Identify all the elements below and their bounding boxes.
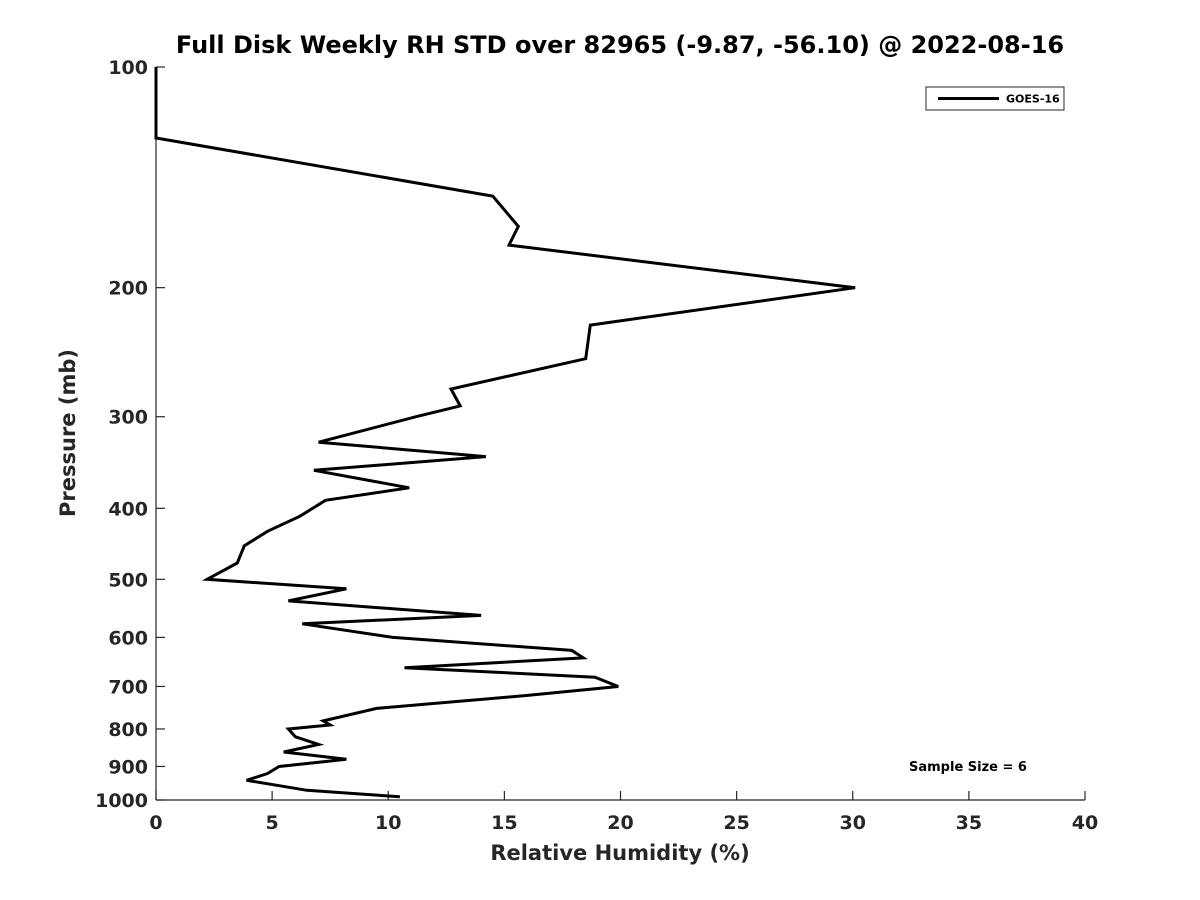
y-tick-label: 400	[108, 498, 148, 520]
x-tick-label: 15	[491, 812, 517, 834]
y-tick-label: 900	[108, 756, 148, 778]
x-axis-label: Relative Humidity (%)	[490, 841, 749, 865]
x-tick-label: 10	[375, 812, 401, 834]
y-axis-label: Pressure (mb)	[56, 349, 80, 517]
y-tick-label: 500	[108, 569, 148, 591]
y-tick-label: 300	[108, 407, 148, 429]
legend-label: GOES-16	[1006, 93, 1060, 106]
x-tick-label: 25	[723, 812, 749, 834]
x-tick-label: 20	[607, 812, 633, 834]
legend: GOES-16	[925, 86, 1065, 111]
sample-size-annotation: Sample Size = 6	[909, 760, 1027, 775]
x-tick-label: 40	[1072, 812, 1098, 834]
x-tick-label: 35	[956, 812, 982, 834]
chart-title: Full Disk Weekly RH STD over 82965 (-9.8…	[176, 31, 1064, 59]
x-tick-label: 5	[266, 812, 279, 834]
x-tick-label: 0	[149, 812, 162, 834]
series-line-goes-16	[154, 67, 856, 799]
y-tick-label: 200	[108, 278, 148, 300]
y-tick-label: 700	[108, 676, 148, 698]
y-tick-label: 600	[108, 627, 148, 649]
y-tick-label: 100	[108, 57, 148, 79]
y-tick-label: 1000	[95, 790, 148, 812]
axes: 0 5 10 15 20 25 30 35 40 100 200 300 400 500 600 700 800…	[95, 57, 1098, 834]
x-tick-label: 30	[840, 812, 866, 834]
y-tick-label: 800	[108, 719, 148, 741]
series-layer	[154, 67, 856, 799]
